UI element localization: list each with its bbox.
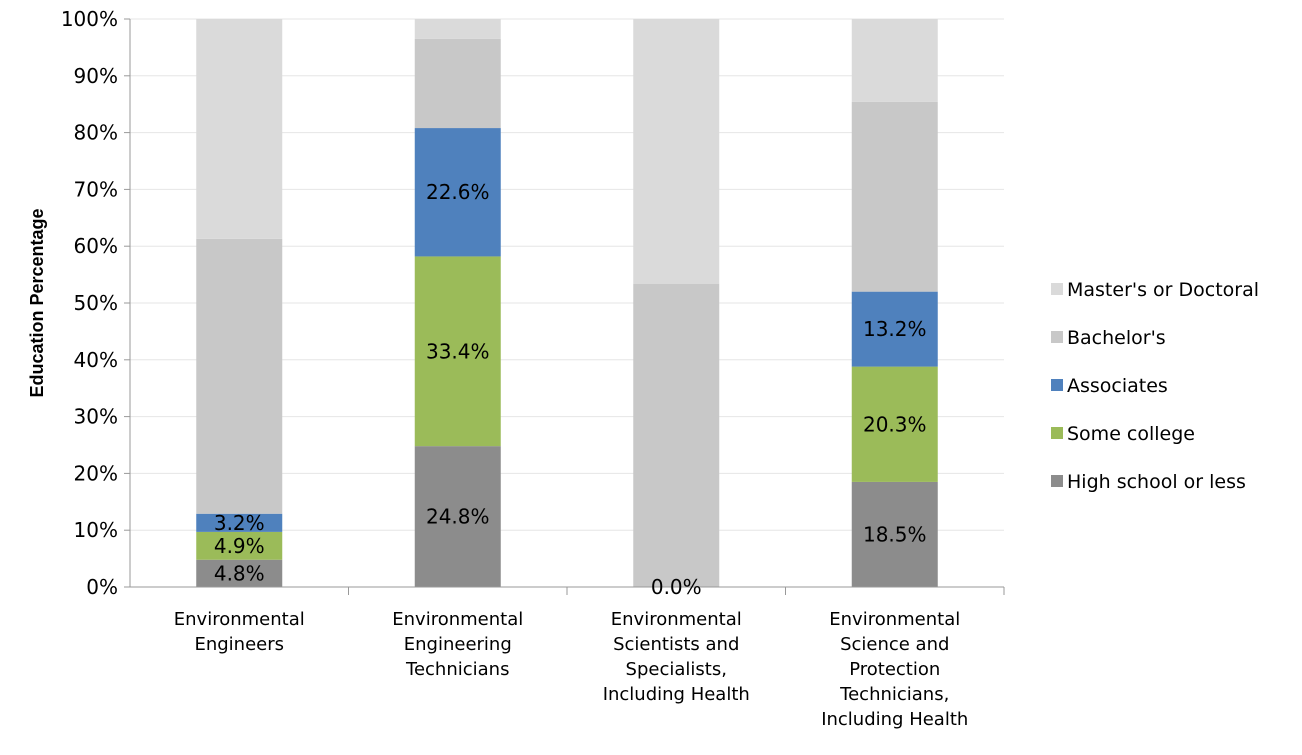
bar-segment bbox=[851, 366, 938, 482]
y-tick-label: 10% bbox=[74, 518, 118, 542]
legend-label: Some college bbox=[1067, 423, 1195, 445]
data-labels: 4.8% 4.9%3.2% 24.8% 33.4% 22.6% 0.0% 18.5% 20.3… bbox=[214, 180, 927, 599]
bar-segment bbox=[196, 238, 283, 514]
y-tick-label: 90% bbox=[74, 64, 118, 88]
axes bbox=[124, 18, 1005, 595]
bars bbox=[196, 19, 938, 587]
x-category-label: Engineering bbox=[404, 634, 512, 655]
legend-label: High school or less bbox=[1067, 471, 1246, 493]
x-category-label: Including Health bbox=[603, 684, 750, 705]
y-tick-label: 30% bbox=[74, 405, 118, 429]
bar-segment bbox=[414, 19, 501, 39]
legend-label: Bachelor's bbox=[1067, 327, 1166, 349]
bar-segment bbox=[414, 446, 501, 587]
bar-segment bbox=[633, 19, 720, 284]
y-tick-label: 50% bbox=[74, 291, 118, 315]
bar-segment bbox=[851, 481, 938, 587]
data-label: 20.3% bbox=[863, 412, 927, 436]
y-axis-title: Education Percentage bbox=[27, 208, 47, 397]
x-category-label: Environmental bbox=[829, 609, 960, 630]
x-category-label: Including Health bbox=[821, 709, 968, 730]
bar-segment bbox=[633, 283, 720, 587]
x-category-label: Environmental bbox=[392, 609, 523, 630]
y-tick-label: 0% bbox=[86, 575, 118, 599]
legend-swatch bbox=[1051, 283, 1063, 295]
data-label: 4.8% bbox=[214, 561, 265, 585]
data-label: 22.6% bbox=[426, 180, 490, 204]
bar-segment bbox=[196, 19, 283, 239]
legend-swatch bbox=[1051, 331, 1063, 343]
bar-segment bbox=[414, 256, 501, 447]
x-category-labels: Environmental Engineers Environmental Engin… bbox=[174, 609, 969, 730]
data-label: 4.9% bbox=[214, 534, 265, 558]
bar-segment bbox=[851, 101, 938, 292]
bar-segment bbox=[414, 38, 501, 129]
bar-segment bbox=[196, 513, 283, 532]
bar-segment bbox=[851, 19, 938, 102]
x-category-label: Technicians, bbox=[839, 684, 949, 705]
legend-swatch bbox=[1051, 475, 1063, 487]
x-category-label: Environmental bbox=[611, 609, 742, 630]
x-category-label: Technicians bbox=[405, 659, 509, 680]
bar-segment bbox=[196, 559, 283, 587]
x-category-label: Engineers bbox=[194, 634, 284, 655]
y-tick-label: 40% bbox=[74, 348, 118, 372]
y-tick-label: 100% bbox=[61, 7, 118, 31]
legend-swatch bbox=[1051, 427, 1063, 439]
bar-segment bbox=[196, 531, 283, 560]
data-label: 24.8% bbox=[426, 505, 490, 529]
bar-segment bbox=[414, 128, 501, 257]
legend-label: Associates bbox=[1067, 375, 1168, 397]
y-tick-label: 60% bbox=[74, 234, 118, 258]
data-label: 18.5% bbox=[863, 522, 927, 546]
x-category-label: Scientists and bbox=[613, 634, 739, 655]
y-tick-label: 70% bbox=[74, 177, 118, 201]
legend: Master's or Doctoral Bachelor's Associates… bbox=[1051, 279, 1259, 493]
x-category-label: Protection bbox=[849, 659, 940, 680]
x-category-label: Specialists, bbox=[626, 659, 727, 680]
data-label: 33.4% bbox=[426, 339, 490, 363]
data-label: 0.0% bbox=[651, 575, 702, 599]
x-category-label: Environmental bbox=[174, 609, 305, 630]
y-tick-label: 20% bbox=[74, 461, 118, 485]
x-category-label: Science and bbox=[840, 634, 949, 655]
legend-swatch bbox=[1051, 379, 1063, 391]
bar-segment bbox=[851, 291, 938, 367]
data-label: 3.2% bbox=[214, 511, 265, 535]
legend-label: Master's or Doctoral bbox=[1067, 279, 1259, 301]
data-label: 13.2% bbox=[863, 317, 927, 341]
y-tick-label: 80% bbox=[74, 121, 118, 145]
y-tick-labels: 0% 10% 20% 30% 40% 50% 60% 70% 80% 90% 100% bbox=[61, 7, 118, 599]
